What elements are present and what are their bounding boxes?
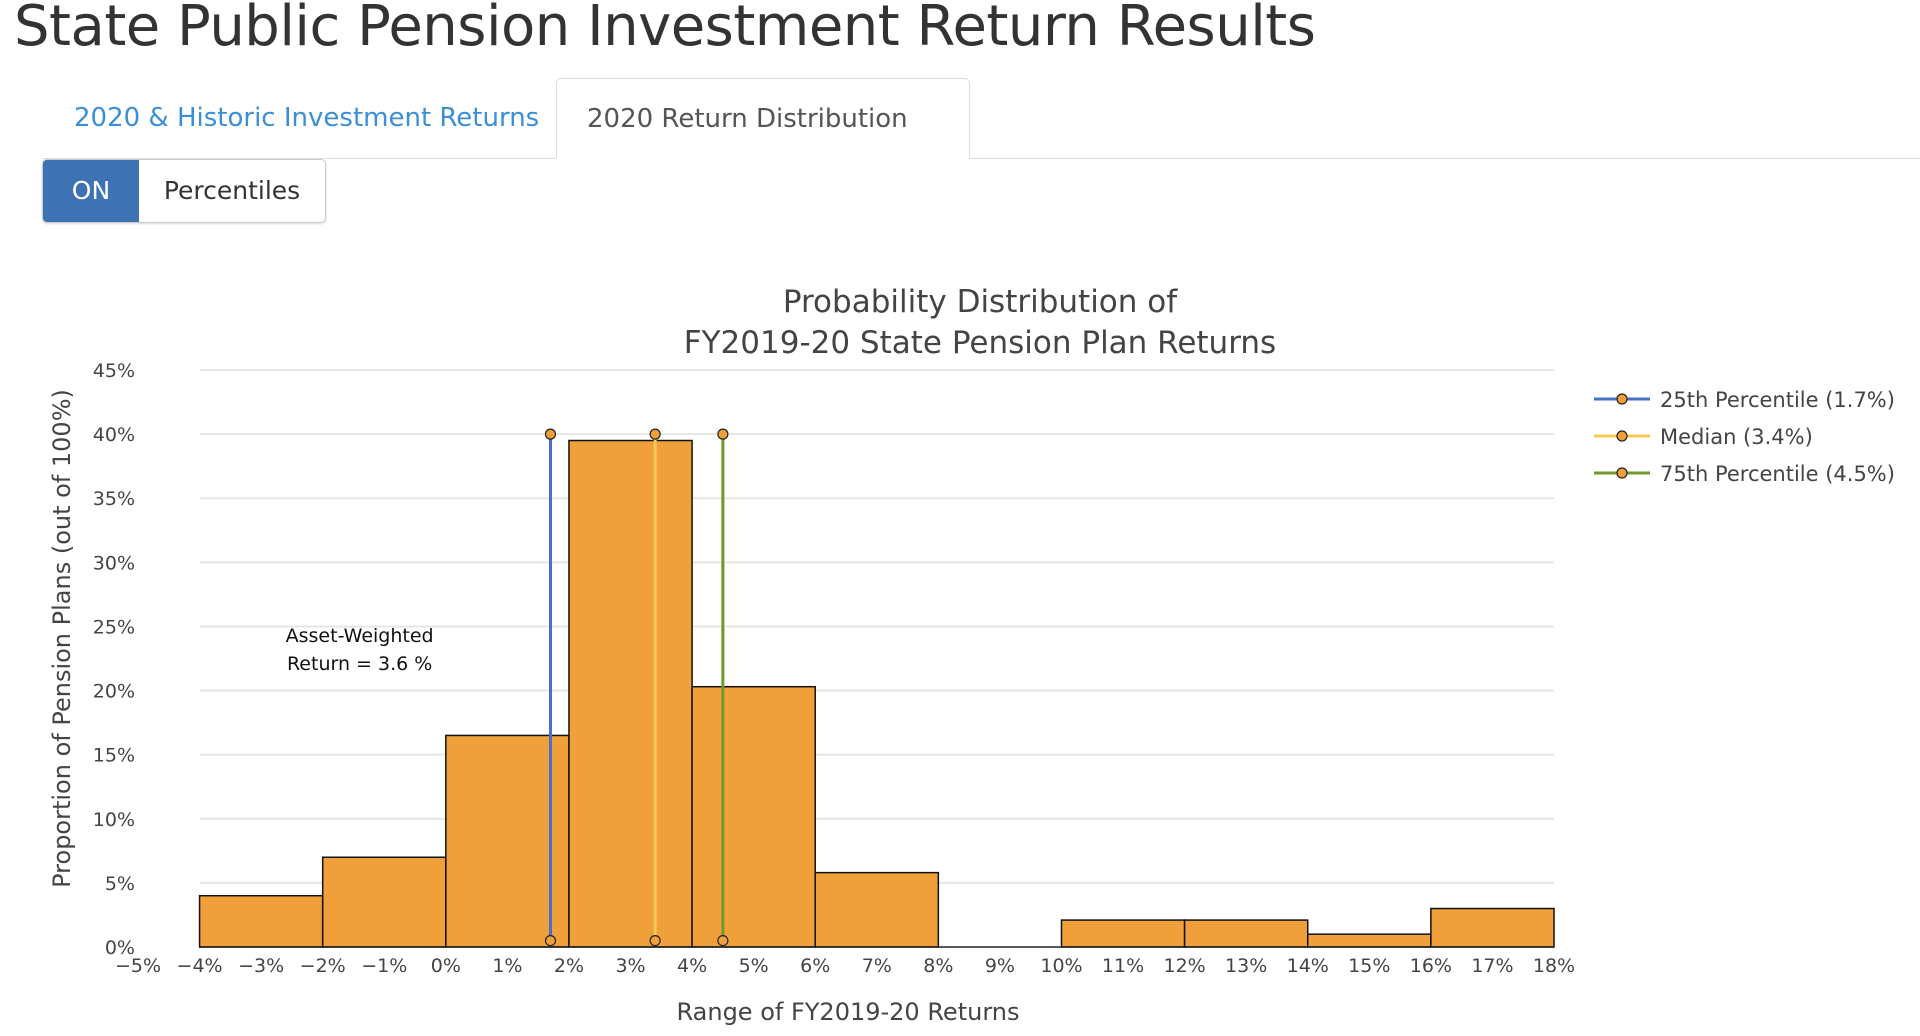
x-tick-label: 12% bbox=[1163, 955, 1205, 977]
page-title: State Public Pension Investment Return R… bbox=[14, 0, 1316, 59]
x-tick-label: −1% bbox=[361, 955, 407, 977]
percentile-marker bbox=[649, 934, 661, 947]
percentile-marker bbox=[544, 428, 557, 440]
histogram-bar bbox=[691, 685, 816, 948]
tab-bar: 2020 & Historic Investment Returns 2020 … bbox=[42, 78, 1920, 159]
histogram-bar bbox=[1060, 919, 1186, 948]
y-tick-label: 10% bbox=[93, 809, 135, 831]
x-tick-label: 11% bbox=[1102, 955, 1144, 977]
x-tick-label: 14% bbox=[1287, 955, 1329, 977]
legend-swatch-marker bbox=[1616, 393, 1628, 405]
legend-entry: Median (3.4%) bbox=[1660, 425, 1813, 449]
x-tick-label: 0% bbox=[431, 955, 461, 977]
percentile-marker bbox=[717, 428, 729, 440]
axes: 0% 5% 10% 15% 20% 25% 30% 35% 40% 45% −5% −4% −3% −2%… bbox=[48, 360, 1575, 1026]
chart-title: Probability Distribution of FY2019-20 Sta… bbox=[684, 284, 1276, 361]
x-tick-label: −2% bbox=[300, 955, 346, 977]
toggle-state-on[interactable]: ON bbox=[43, 160, 139, 222]
x-tick-label: 2% bbox=[554, 955, 584, 977]
histogram-bars bbox=[198, 439, 1555, 948]
x-tick-label: 18% bbox=[1533, 955, 1575, 977]
y-tick-label: 30% bbox=[93, 552, 135, 574]
y-tick-label: 25% bbox=[93, 616, 135, 638]
annotation-text: Asset-Weighted bbox=[286, 625, 434, 647]
y-tick-label: 45% bbox=[93, 360, 135, 382]
chart-title-line: FY2019-20 State Pension Plan Returns bbox=[684, 325, 1276, 361]
x-tick-label: 4% bbox=[677, 955, 707, 977]
tab-historic-returns[interactable]: 2020 & Historic Investment Returns bbox=[74, 103, 540, 133]
chart-title-line: Probability Distribution of bbox=[783, 284, 1178, 320]
y-tick-label: 0% bbox=[105, 937, 135, 959]
x-tick-label: 17% bbox=[1471, 955, 1513, 977]
annotation-text: Return = 3.6 % bbox=[287, 653, 432, 675]
y-tick-label: 15% bbox=[93, 745, 135, 767]
legend-entry: 25th Percentile (1.7%) bbox=[1660, 388, 1895, 412]
histogram-bar bbox=[814, 871, 940, 948]
legend-entry: 75th Percentile (4.5%) bbox=[1660, 462, 1895, 486]
legend: 25th Percentile (1.7%) Median (3.4%) 75th … bbox=[1594, 388, 1895, 486]
x-axis-title: Range of FY2019-20 Returns bbox=[677, 998, 1020, 1026]
legend-swatch-marker bbox=[1616, 430, 1628, 442]
x-tick-label: 8% bbox=[923, 955, 953, 977]
x-tick-label: −3% bbox=[238, 955, 284, 977]
x-tick-label: 3% bbox=[615, 955, 645, 977]
y-tick-label: 20% bbox=[93, 681, 135, 703]
x-tick-label: 15% bbox=[1348, 955, 1390, 977]
x-tick-label: 5% bbox=[739, 955, 769, 977]
y-tick-label: 35% bbox=[93, 488, 135, 510]
x-tick-label: 1% bbox=[492, 955, 522, 977]
histogram-bar bbox=[321, 856, 447, 948]
y-axis-title: Proportion of Pension Plans (out of 100%… bbox=[48, 389, 76, 888]
x-tick-label: 9% bbox=[985, 955, 1015, 977]
toggle-label-percentiles: Percentiles bbox=[163, 176, 301, 205]
histogram-bar bbox=[1430, 907, 1555, 948]
x-tick-label: 10% bbox=[1040, 955, 1082, 977]
x-tick-label: −5% bbox=[115, 955, 161, 977]
percentile-marker bbox=[717, 934, 729, 947]
legend-swatch-marker bbox=[1616, 467, 1628, 479]
x-tick-label: 6% bbox=[800, 955, 830, 977]
y-tick-label: 5% bbox=[105, 873, 135, 895]
histogram-bar bbox=[198, 894, 324, 948]
x-tick-label: 13% bbox=[1225, 955, 1267, 977]
percentiles-toggle[interactable]: ON Percentiles bbox=[42, 159, 326, 223]
percentile-lines bbox=[544, 428, 729, 947]
y-tick-label: 40% bbox=[93, 424, 135, 446]
histogram-bar bbox=[568, 439, 693, 948]
x-tick-label: 7% bbox=[862, 955, 892, 977]
tab-return-distribution[interactable]: 2020 Return Distribution bbox=[556, 78, 970, 159]
histogram-bar bbox=[1183, 919, 1309, 948]
percentile-marker bbox=[544, 934, 557, 947]
x-tick-label: −4% bbox=[177, 955, 223, 977]
histogram-bar bbox=[1306, 933, 1432, 948]
percentile-marker bbox=[649, 428, 661, 440]
x-tick-label: 16% bbox=[1410, 955, 1452, 977]
